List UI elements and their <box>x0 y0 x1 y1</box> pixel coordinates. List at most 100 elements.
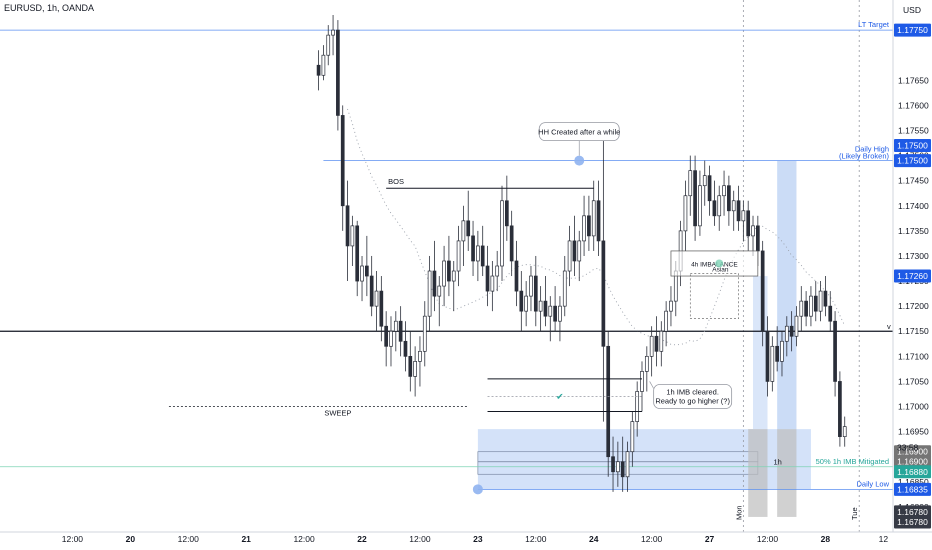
candle-down <box>365 265 369 277</box>
candle <box>369 255 374 317</box>
candle <box>490 260 495 312</box>
candle <box>321 45 326 81</box>
candle-down <box>466 220 471 237</box>
candle <box>432 240 437 312</box>
timeframe-label: 1h <box>773 458 781 467</box>
candle <box>746 200 751 251</box>
price-tag: 1.17750 <box>894 23 931 37</box>
level-label: 50% 1h IMB Mitigated <box>816 457 889 466</box>
candle <box>591 180 596 251</box>
price-tag-bg <box>894 154 931 168</box>
candle-up <box>664 310 668 332</box>
candle-down <box>369 275 374 307</box>
candle-up <box>659 330 664 352</box>
imb-callout-line1: 1h IMB cleared. <box>666 387 719 396</box>
candle-down <box>804 300 808 317</box>
candle <box>451 260 456 312</box>
candle-down <box>755 225 760 252</box>
candle <box>601 130 606 422</box>
candle <box>480 225 485 277</box>
price-tag-text: 1.16780 <box>897 507 928 517</box>
candle-up <box>731 200 736 212</box>
candle <box>606 331 611 477</box>
candle-up <box>529 275 533 297</box>
candle-down <box>838 381 842 437</box>
candle-down <box>572 240 577 262</box>
y-tick-label: 1.17600 <box>898 100 929 110</box>
candle-down <box>471 235 475 262</box>
candle <box>654 316 659 367</box>
candle <box>393 311 398 352</box>
candle <box>644 346 649 392</box>
candle-down <box>533 275 538 312</box>
candle-up <box>842 426 847 437</box>
candle <box>620 436 625 492</box>
level-label: Daily High <box>855 145 889 154</box>
candle-up <box>413 361 417 377</box>
candle-up <box>461 220 466 242</box>
price-tag-bg <box>894 482 931 496</box>
candle-up <box>418 350 422 362</box>
candle <box>818 281 823 322</box>
candle-up <box>698 185 702 227</box>
candle-up <box>326 34 331 56</box>
candle-down <box>606 345 611 458</box>
candle-down <box>509 225 514 262</box>
candle-up <box>669 300 673 312</box>
price-tag-text: 1.16880 <box>897 467 928 477</box>
candle <box>485 245 490 307</box>
risk-zone-2 <box>777 429 797 517</box>
candle <box>418 336 422 387</box>
low-marker <box>472 484 483 495</box>
candle <box>422 301 427 367</box>
candle <box>355 220 360 297</box>
imb-callout-line2: Ready to go higher (?) <box>655 396 730 405</box>
candle-down <box>514 260 519 292</box>
symbol-title: EURUSD, 1h, OANDA <box>4 3 95 13</box>
candle-up <box>784 325 789 342</box>
candle-up <box>476 245 480 262</box>
candle-up <box>456 240 461 272</box>
candle-down <box>553 305 557 322</box>
price-tag-bg <box>894 455 931 469</box>
x-tick-label: 12:00 <box>641 534 663 544</box>
candle-down <box>408 355 413 377</box>
price-tag-text: 1.17750 <box>897 25 928 35</box>
countdown-timer: 33:58 <box>897 443 919 453</box>
x-tick-label: 12:00 <box>293 534 315 544</box>
x-tick-label: 22 <box>357 534 367 544</box>
candle <box>809 286 813 327</box>
candle <box>398 306 403 357</box>
x-tick-label: 28 <box>821 534 831 544</box>
candle <box>698 170 702 236</box>
candle-up <box>538 300 543 312</box>
candle <box>611 436 615 492</box>
candle <box>389 316 393 367</box>
candle-up <box>635 391 640 422</box>
candle-up <box>591 200 596 237</box>
candle <box>529 266 533 312</box>
candle <box>717 185 722 231</box>
candle-down <box>336 29 340 116</box>
candle <box>804 291 808 327</box>
candle-down <box>813 295 818 312</box>
candle <box>360 255 364 302</box>
candle-down <box>601 240 606 347</box>
candle <box>476 230 480 282</box>
candle-down <box>727 185 731 212</box>
imb-callout-pointer <box>649 381 654 389</box>
candle <box>427 255 432 332</box>
y-tick-label: 1.16950 <box>898 427 929 437</box>
y-tick-label: 1.17050 <box>898 376 929 386</box>
candle-up <box>490 275 495 292</box>
x-tick-label: 12:00 <box>757 534 779 544</box>
candle-up <box>625 451 630 478</box>
candle-down <box>823 290 828 307</box>
candle-up <box>577 240 582 262</box>
session-label: Tue <box>850 507 859 520</box>
candle-down <box>379 290 384 327</box>
y-tick-label: 1.17450 <box>898 176 929 186</box>
candle <box>683 180 688 251</box>
hh-marker <box>574 155 585 166</box>
